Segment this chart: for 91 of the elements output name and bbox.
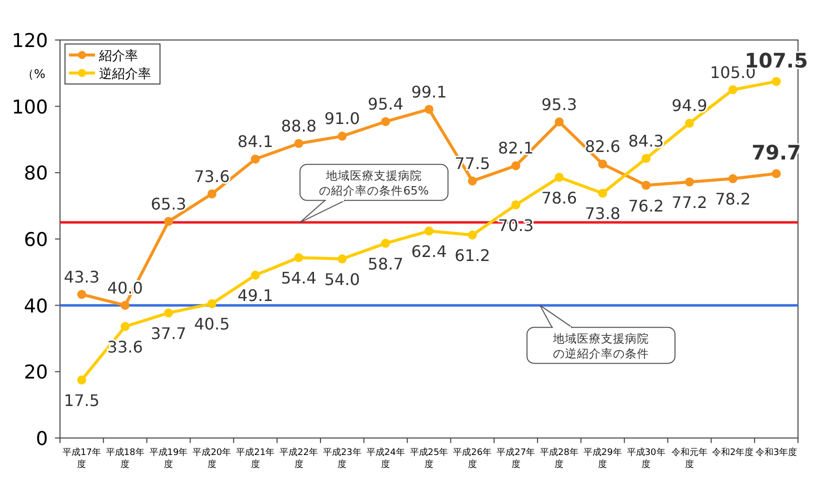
point <box>728 174 738 184</box>
point <box>77 375 86 384</box>
data-label: 43.3 <box>64 267 100 286</box>
data-label: 82.6 <box>584 137 620 156</box>
data-label: 17.5 <box>64 390 100 410</box>
data-label: 94.9 <box>672 96 708 116</box>
data-label: 61.2 <box>454 246 490 266</box>
data-label: 84.1 <box>238 132 274 152</box>
data-label: 73.8 <box>584 204 620 224</box>
point <box>728 85 738 94</box>
legend-label: 紹介率 <box>98 48 138 64</box>
point <box>598 160 608 169</box>
data-label: 58.7 <box>368 254 404 274</box>
data-label: 88.8 <box>280 116 317 136</box>
point <box>684 118 694 128</box>
x-tick-label: 平成18年度 <box>106 447 144 470</box>
data-label: 76.2 <box>628 196 664 216</box>
point <box>120 322 130 332</box>
x-tick-label: 令和2年度 <box>712 447 754 458</box>
point <box>381 117 390 126</box>
x-tick-label: 平成22年度 <box>280 447 318 470</box>
y-tick-label: 60 <box>24 229 48 251</box>
x-tick-label: 平成25年度 <box>410 447 448 470</box>
data-label: 33.6 <box>107 338 143 357</box>
y-tick-label: 20 <box>24 362 48 384</box>
point <box>294 253 304 262</box>
point <box>598 188 608 198</box>
data-label: 78.6 <box>541 188 578 208</box>
x-tick-label: 平成20年度 <box>192 447 232 470</box>
point <box>772 169 781 178</box>
data-label: 54.4 <box>280 268 317 288</box>
point <box>468 176 477 186</box>
x-tick-label: 令和3年度 <box>755 447 798 458</box>
data-label: 77.2 <box>672 192 708 212</box>
x-tick-label: 平成23年度 <box>322 447 362 470</box>
data-label: 78.2 <box>715 190 751 209</box>
point <box>554 117 564 126</box>
y-tick-label: 0 <box>36 428 48 450</box>
point <box>120 300 130 310</box>
point <box>164 216 174 226</box>
point <box>468 230 477 240</box>
data-label: 62.4 <box>411 242 447 262</box>
y-tick-label: 100 <box>12 96 48 118</box>
data-label: 37.7 <box>150 324 186 343</box>
point <box>424 104 434 114</box>
data-label: 84.3 <box>628 131 664 150</box>
y-tick-label: 120 <box>12 30 48 52</box>
point <box>511 200 520 210</box>
data-label: 82.1 <box>498 138 534 158</box>
y-tick-label: 80 <box>24 162 48 185</box>
point <box>511 161 520 170</box>
data-label: 95.3 <box>541 94 578 114</box>
x-tick-label: 平成26年度 <box>453 447 492 470</box>
point <box>164 308 174 318</box>
x-tick-label: 平成17年度 <box>62 447 101 470</box>
point <box>77 290 86 299</box>
data-label: 73.6 <box>194 166 230 186</box>
data-label: 91.0 <box>324 109 360 128</box>
point <box>642 154 651 163</box>
point <box>338 254 347 264</box>
data-label: 99.1 <box>411 82 447 102</box>
ref-line-label: 地域医療支援病院の逆紹介率の条件 <box>552 331 649 360</box>
point <box>381 238 390 248</box>
x-tick-label: 平成21年度 <box>236 447 275 470</box>
point <box>554 172 564 182</box>
data-label: 95.4 <box>368 94 404 114</box>
point <box>250 270 260 280</box>
data-label: 54.0 <box>324 270 360 289</box>
x-tick-label: 平成19年度 <box>149 447 188 470</box>
data-label: 40.5 <box>194 314 230 334</box>
x-tick-label: 平成29年度 <box>583 447 622 470</box>
x-tick-label: 令和元年度 <box>671 447 708 470</box>
point <box>294 138 304 148</box>
x-tick-label: 平成24年度 <box>366 447 405 470</box>
point <box>642 180 651 190</box>
point <box>772 76 781 86</box>
y-axis-title: （% <box>22 67 46 81</box>
x-tick-label: 平成30年度 <box>626 447 666 470</box>
point <box>207 189 216 198</box>
point <box>250 154 260 164</box>
point <box>684 177 694 186</box>
point <box>338 132 347 141</box>
y-tick-label: 40 <box>24 295 48 318</box>
x-tick-label: 平成27年度 <box>496 447 536 470</box>
x-tick-label: 平成28年度 <box>540 447 578 470</box>
ref-line-label: 地域医療支援病院の紹介率の条件65% <box>319 168 429 198</box>
data-label: 49.1 <box>238 286 274 306</box>
data-label: 65.3 <box>150 194 186 214</box>
point <box>207 299 216 308</box>
point <box>424 226 434 236</box>
legend-label: 逆紹介率 <box>99 66 151 82</box>
